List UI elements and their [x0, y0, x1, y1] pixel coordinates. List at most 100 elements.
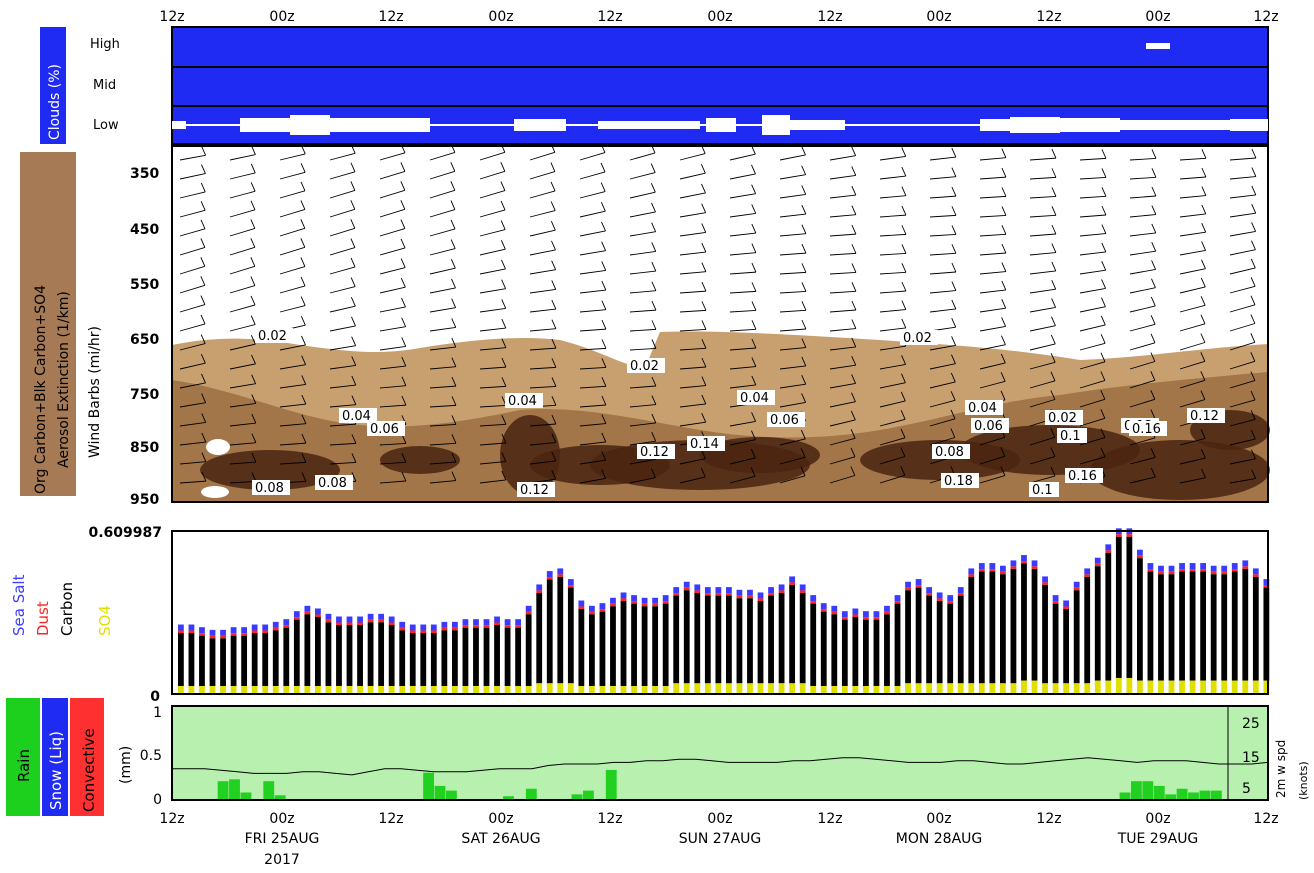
bar-sea-salt: [1052, 595, 1059, 602]
top-tick-2: 12z: [378, 9, 403, 25]
bar-carbon: [631, 603, 637, 686]
wind-barb: [579, 171, 606, 180]
wind-barb: [729, 309, 756, 313]
wind-barb: [779, 290, 806, 294]
bar-sea-salt: [926, 587, 933, 594]
wind-barb: [329, 190, 356, 199]
wind-barb: [679, 366, 706, 370]
wind-barb-flag: [1101, 279, 1107, 289]
bar-sea-salt: [989, 563, 996, 570]
wind-barb-flag: [1201, 241, 1207, 251]
wind-barb: [729, 153, 756, 161]
bar-sea-salt: [747, 589, 753, 596]
wind-barb: [1179, 379, 1205, 389]
bar-sea-salt: [315, 608, 321, 615]
wind-barb: [529, 249, 556, 256]
wind-barb-flag: [350, 257, 356, 268]
bar-dust: [272, 627, 279, 631]
wind-barb-flag: [1200, 277, 1206, 288]
bar-carbon: [557, 576, 564, 684]
wind-barb: [779, 365, 806, 370]
wind-tick-25: 25: [1242, 716, 1260, 732]
wind-barb: [329, 404, 356, 408]
wind-barb-flag: [401, 415, 407, 425]
wind-barb: [879, 437, 906, 446]
wind-barb-flag: [650, 163, 656, 173]
wind-barb-flag: [1200, 314, 1206, 325]
bar-so4: [251, 685, 258, 694]
bar-dust: [1168, 571, 1175, 575]
bar-dust: [673, 593, 680, 596]
wind-barb: [1029, 214, 1056, 218]
wind-barb-flag: [400, 200, 406, 210]
rain-bar: [446, 790, 457, 800]
wind-barb-flag: [551, 338, 557, 349]
wind-barb-flag: [350, 238, 356, 248]
wind-barb: [329, 364, 356, 370]
wind-barb-flag: [751, 204, 757, 214]
wind-barb-flag: [700, 467, 706, 478]
wind-barb-flag: [951, 262, 957, 273]
bar-sea-salt: [1021, 555, 1027, 562]
bar-sea-salt: [873, 611, 880, 618]
bar-so4: [283, 685, 290, 694]
bar-carbon: [199, 635, 205, 686]
bar-carbon: [346, 625, 353, 686]
wind-barb-flag: [1151, 278, 1156, 288]
wind-barb-flag: [250, 163, 256, 174]
wind-barb-flag: [651, 222, 657, 232]
wind-barb: [479, 423, 506, 427]
clouds-row-mid: Mid: [93, 78, 116, 93]
bar-sea-salt: [199, 627, 205, 634]
bar-dust: [578, 606, 585, 609]
wind-barb: [479, 307, 506, 313]
bar-carbon: [388, 625, 395, 686]
wind-barb: [829, 437, 856, 446]
wind-barb: [1179, 231, 1206, 237]
bar-so4: [388, 685, 395, 694]
bar-sea-salt: [378, 613, 385, 620]
bar-carbon: [978, 571, 985, 684]
wind-barb: [779, 309, 806, 313]
rain-bar: [583, 790, 594, 800]
wind-barb: [879, 400, 906, 408]
bar-carbon: [1231, 571, 1238, 681]
wind-barb-flag: [600, 201, 606, 212]
legend-carbon: Carbon: [58, 582, 76, 636]
wind-barb-flag: [350, 219, 356, 229]
wind-barb: [179, 154, 206, 161]
wind-barb: [779, 456, 806, 465]
bar-so4: [262, 685, 269, 694]
bar-dust: [726, 593, 732, 596]
wind-barb: [1129, 287, 1156, 294]
wind-barb: [479, 170, 505, 180]
bar-dust: [704, 593, 711, 596]
wind-barb: [1029, 270, 1056, 275]
legend-rain: Rain: [15, 749, 33, 782]
wind-barb: [1079, 456, 1106, 465]
wind-barb-flag: [501, 415, 507, 425]
wind-barb: [829, 290, 856, 294]
wind-barb: [579, 441, 606, 446]
bar-carbon: [726, 595, 732, 684]
contour-label-box: [252, 480, 290, 495]
wind-barb-flag: [1051, 168, 1057, 178]
wind-barb: [1129, 176, 1156, 180]
bar-carbon: [989, 571, 996, 684]
bar-carbon: [831, 614, 838, 686]
bar-dust: [1137, 555, 1143, 559]
wind-barb-flag: [951, 336, 957, 346]
bar-carbon: [652, 606, 659, 686]
bar-carbon: [293, 619, 300, 686]
bar-dust: [810, 601, 817, 604]
wind-barb-flag: [950, 391, 956, 401]
contour-label-box: [1129, 421, 1167, 436]
bar-dust: [1210, 571, 1217, 575]
wind-barb-flag: [801, 263, 807, 273]
wind-barb: [1129, 157, 1156, 161]
wind-barb: [579, 459, 606, 465]
wind-barb: [1079, 214, 1106, 218]
bar-so4: [641, 685, 648, 694]
bar-carbon: [409, 633, 416, 686]
